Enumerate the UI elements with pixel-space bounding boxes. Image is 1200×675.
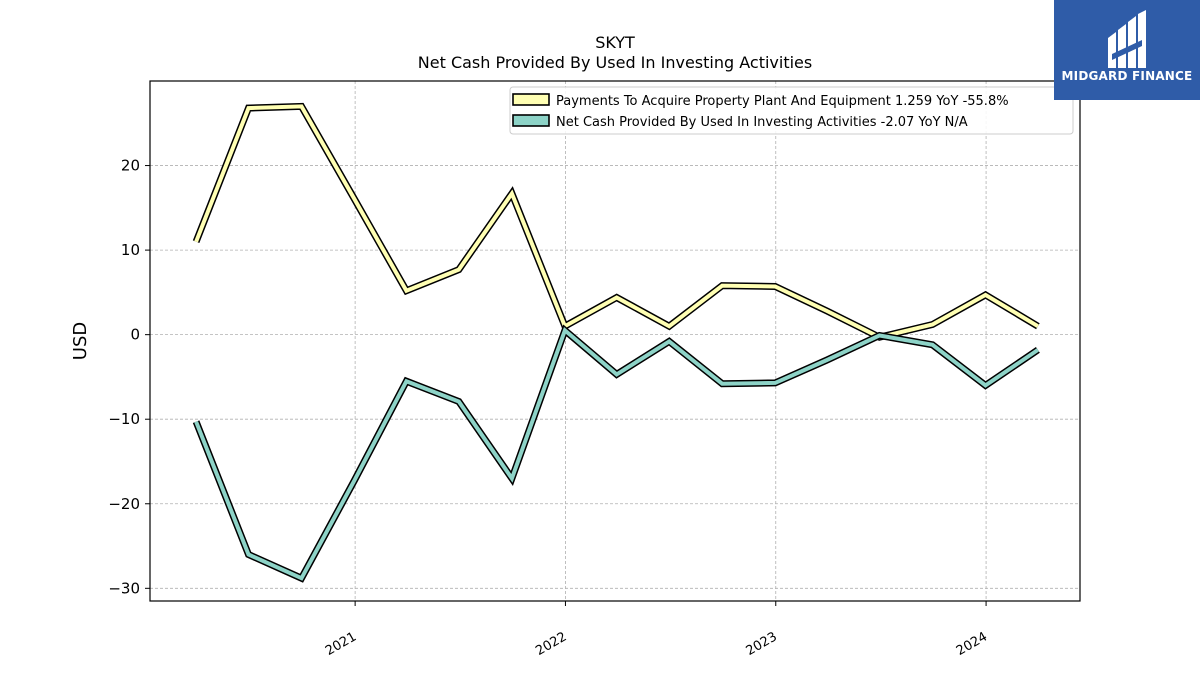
y-tick-label: −20	[108, 495, 140, 513]
legend-label-payments: Payments To Acquire Property Plant And E…	[556, 94, 1009, 109]
chart-subtitle: Net Cash Provided By Used In Investing A…	[418, 53, 812, 72]
grid	[150, 81, 1080, 601]
midgard-logo-icon	[1108, 10, 1146, 68]
brand-name: MIDGARD FINANCE	[1061, 69, 1193, 83]
legend-frame	[509, 86, 1074, 135]
x-tick-label: 2024	[954, 629, 990, 659]
x-tick-label: 2022	[533, 629, 569, 659]
y-axis-label: USD	[70, 322, 91, 360]
brand-logo: MIDGARD FINANCE	[1054, 0, 1200, 100]
legend: Payments To Acquire Property Plant And E…	[509, 86, 1074, 135]
series-line-0	[194, 104, 1039, 340]
y-tick-label: 0	[130, 326, 140, 344]
series-lines	[192, 102, 1040, 583]
legend-label-net-cash: Net Cash Provided By Used In Investing A…	[556, 115, 968, 130]
x-tick-label: 2021	[323, 629, 359, 659]
x-tick-label: 2023	[744, 629, 780, 659]
y-tick-label: 10	[121, 241, 140, 259]
axis-ticks: 20 10 0 −10 −20 −30 2021 2022 2023 2024	[108, 157, 990, 659]
legend-swatch-payments	[512, 93, 550, 106]
series-line-1	[194, 327, 1040, 581]
legend-swatch-net-cash	[512, 114, 550, 127]
y-tick-label: 20	[121, 157, 140, 175]
plot-area-frame	[149, 80, 1081, 602]
y-tick-label: −30	[108, 579, 140, 597]
chart-title: SKYT	[595, 33, 635, 52]
y-tick-label: −10	[108, 410, 140, 428]
